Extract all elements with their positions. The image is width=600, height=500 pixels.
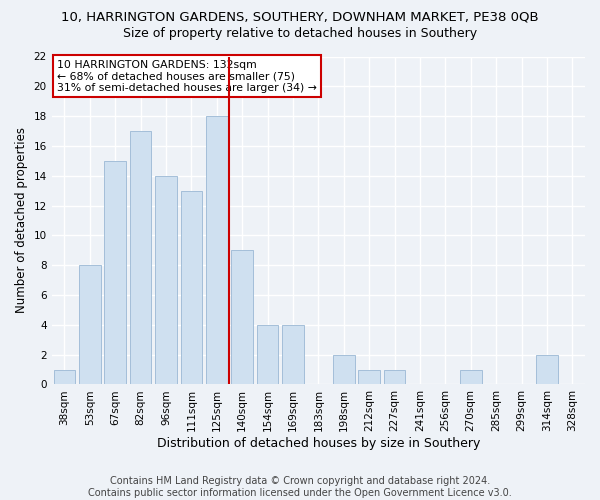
Bar (460, 370, 482, 384)
Bar (282, 325, 304, 384)
Bar (333, 354, 355, 384)
Bar (155, 176, 177, 384)
Bar (53, 370, 75, 384)
Bar (536, 354, 557, 384)
Bar (358, 370, 380, 384)
Bar (384, 370, 406, 384)
Bar (206, 116, 227, 384)
Bar (79, 265, 101, 384)
Y-axis label: Number of detached properties: Number of detached properties (15, 128, 28, 314)
Bar (104, 161, 126, 384)
X-axis label: Distribution of detached houses by size in Southery: Distribution of detached houses by size … (157, 437, 480, 450)
Text: Contains HM Land Registry data © Crown copyright and database right 2024.
Contai: Contains HM Land Registry data © Crown c… (88, 476, 512, 498)
Text: 10, HARRINGTON GARDENS, SOUTHERY, DOWNHAM MARKET, PE38 0QB: 10, HARRINGTON GARDENS, SOUTHERY, DOWNHA… (61, 10, 539, 23)
Text: 10 HARRINGTON GARDENS: 132sqm
← 68% of detached houses are smaller (75)
31% of s: 10 HARRINGTON GARDENS: 132sqm ← 68% of d… (57, 60, 317, 93)
Text: Size of property relative to detached houses in Southery: Size of property relative to detached ho… (123, 28, 477, 40)
Bar (130, 131, 151, 384)
Bar (181, 190, 202, 384)
Bar (257, 325, 278, 384)
Bar (232, 250, 253, 384)
